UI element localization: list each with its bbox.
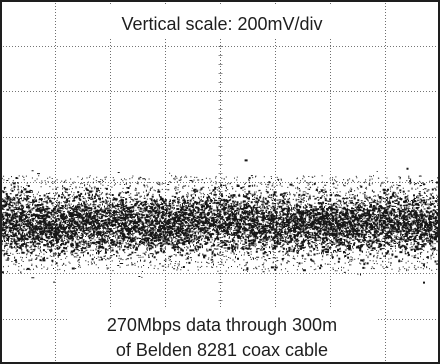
vertical-scale-label: Vertical scale: 200mV/div (121, 14, 322, 34)
noise-band (0, 159, 440, 284)
caption-background (68, 308, 378, 364)
caption-line-1: 270Mbps data through 300m (107, 315, 337, 335)
caption-line-2: of Belden 8281 coax cable (116, 340, 328, 360)
signal-trace (0, 159, 440, 284)
scale-label-background (78, 6, 368, 38)
